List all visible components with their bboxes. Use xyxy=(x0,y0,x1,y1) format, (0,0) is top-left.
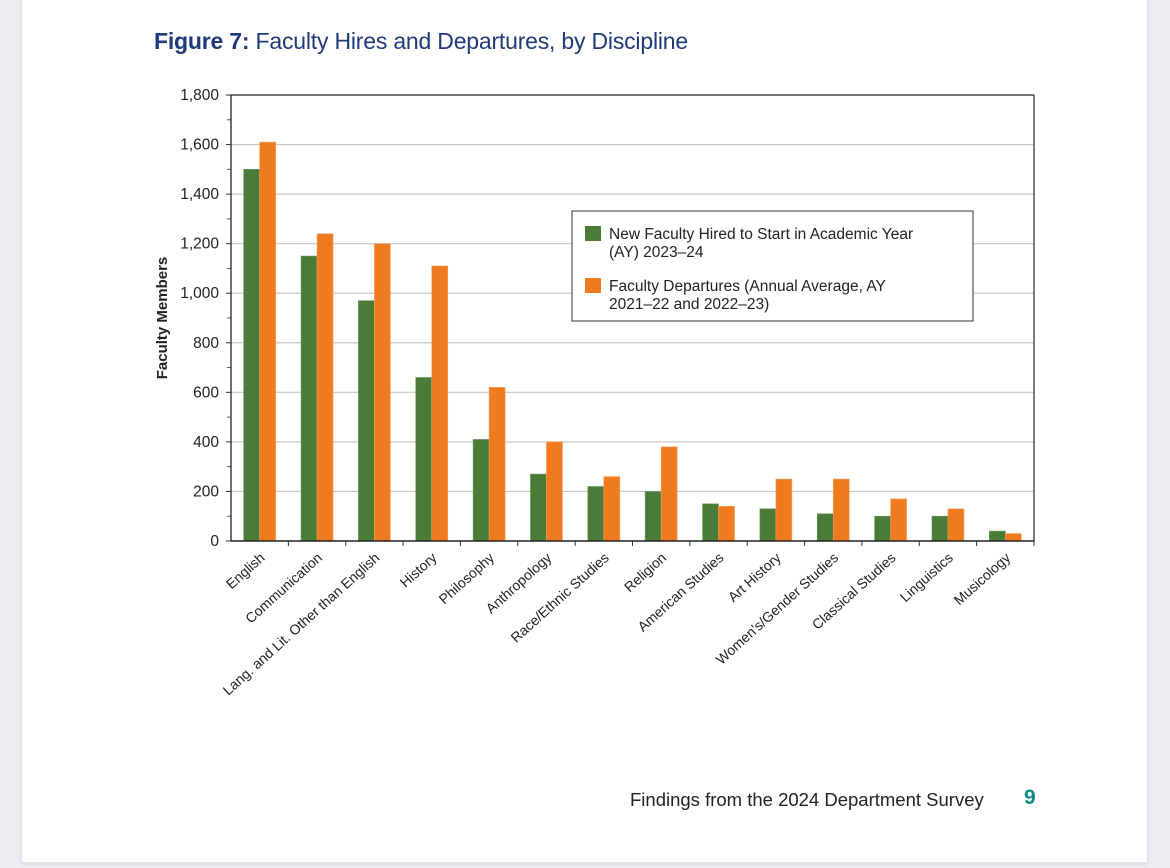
y-tick-label: 1,400 xyxy=(180,186,219,203)
x-tick-label: Art History xyxy=(725,549,784,605)
legend-swatch-departures xyxy=(585,278,601,293)
bar-new-hires xyxy=(702,503,719,542)
legend-label: 2021–22 and 2022–23) xyxy=(609,296,769,313)
bar-new-hires xyxy=(587,486,605,542)
x-tick-label: Religion xyxy=(621,549,669,595)
x-tick-label: Race/Ethnic Studies xyxy=(507,549,611,645)
y-tick-label: 800 xyxy=(193,335,219,352)
legend-label: (AY) 2023–24 xyxy=(609,244,704,261)
y-tick-label: 200 xyxy=(193,483,219,500)
bar-new-hires xyxy=(530,473,547,542)
bar-new-hires xyxy=(989,530,1006,542)
bar-new-hires xyxy=(300,255,318,542)
bar-departures xyxy=(660,446,678,542)
bar-departures xyxy=(718,506,735,542)
y-tick-label: 1,200 xyxy=(180,236,219,253)
bar-new-hires xyxy=(415,377,433,542)
bar-new-hires xyxy=(472,439,490,542)
y-tick-labels: 0 200 400 600 800 1,000 1,200 1,400 1,600 1,800 xyxy=(180,87,219,550)
x-tick-label: Musicology xyxy=(951,549,1014,608)
page-number: 9 xyxy=(1024,786,1036,809)
y-tick-label: 400 xyxy=(193,434,219,451)
bar-departures xyxy=(603,476,621,542)
legend: New Faculty Hired to Start in Academic Y… xyxy=(571,210,974,322)
bar-departures xyxy=(1005,533,1022,542)
figure-title-text: Faculty Hires and Departures, by Discipl… xyxy=(255,28,689,54)
bar-new-hires xyxy=(759,508,777,542)
x-tick-label: English xyxy=(223,549,268,592)
axes xyxy=(226,94,1035,546)
bar-departures xyxy=(775,478,793,542)
bar-departures xyxy=(431,265,449,542)
legend-label: Faculty Departures (Annual Average, AY xyxy=(609,278,886,295)
bar-departures xyxy=(832,478,850,542)
y-tick-label: 1,800 xyxy=(180,87,219,104)
y-axis-label: Faculty Members xyxy=(154,257,171,380)
footer-text: Findings from the 2024 Department Survey xyxy=(630,789,984,810)
bar-new-hires xyxy=(644,491,662,542)
bar-departures xyxy=(546,441,563,542)
bar-new-hires xyxy=(931,515,949,542)
bar-departures xyxy=(374,243,391,542)
bars xyxy=(243,141,1022,542)
x-tick-label: History xyxy=(397,549,440,590)
x-tick-label: Linguistics xyxy=(897,549,956,605)
bar-departures xyxy=(890,498,907,542)
legend-box xyxy=(571,210,974,322)
y-tick-label: 600 xyxy=(193,384,219,401)
bar-new-hires xyxy=(874,515,891,542)
bar-new-hires xyxy=(358,300,375,542)
bar-departures xyxy=(316,233,334,542)
figure-title: Figure 7: Faculty Hires and Departures, … xyxy=(154,28,688,55)
bar-new-hires xyxy=(816,513,834,542)
bar-departures xyxy=(259,141,276,542)
y-tick-label: 1,000 xyxy=(180,285,219,302)
y-tick-label: 0 xyxy=(210,533,219,550)
bar-departures xyxy=(947,508,965,542)
legend-label: New Faculty Hired to Start in Academic Y… xyxy=(609,226,913,243)
legend-swatch-new-hires xyxy=(585,226,601,241)
bar-departures xyxy=(488,387,506,542)
figure-label: Figure 7: xyxy=(154,28,250,54)
bar-new-hires xyxy=(243,169,260,542)
y-tick-label: 1,600 xyxy=(180,137,219,154)
